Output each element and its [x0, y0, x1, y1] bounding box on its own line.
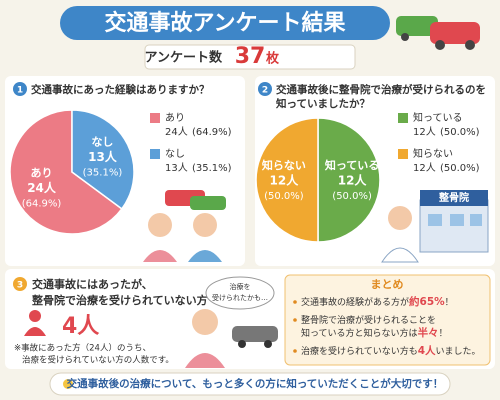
summary-text: 交通事故の経験がある方が [301, 296, 409, 308]
slice-value: 12人 [338, 173, 368, 188]
legend-value: 12人 [413, 162, 436, 174]
legend-percent: (50.0%) [440, 163, 480, 174]
bubble-text: 治療を [230, 282, 251, 291]
footer: 交通事故後の治療について、もっと多くの方に知っていただくことが大切です！ [67, 377, 444, 390]
bullet [293, 318, 297, 322]
car-icon [396, 16, 480, 50]
pie-slice [255, 117, 319, 243]
slice-name: なし [91, 136, 113, 149]
legend-name: 知っている [413, 111, 463, 124]
summary-text: 知っている方と知らない方は [301, 327, 418, 339]
bubble-text: 受けられたかも… [212, 293, 268, 302]
count-label: 4人 [62, 314, 99, 339]
legend-swatch [398, 113, 408, 123]
footer-box [49, 372, 451, 396]
summary-line: 治療を受けられていない方も4人いました。 [301, 344, 481, 357]
clinic-illustration [381, 190, 489, 263]
chart-title: 交通事故後に整骨院で治療が受けられるのを [276, 83, 486, 96]
legend-percent: (35.1%) [192, 163, 232, 174]
survey-box [144, 44, 356, 70]
survey-label: アンケート数 [145, 50, 223, 66]
badge-number: 3 [17, 281, 23, 291]
summary-text: 治療を受けられていない方も [301, 345, 418, 357]
survey-count: 37 [235, 44, 266, 69]
legend-value: 24人 [165, 126, 188, 138]
legend-value: 12人 [413, 126, 436, 138]
pie-slice [9, 109, 123, 235]
slice-name: あり [31, 166, 53, 179]
slice-value: 12人 [270, 173, 300, 188]
summary-line: 整骨院で治療が受けられることを [301, 314, 436, 326]
section-title: 交通事故にはあったが、 [32, 277, 153, 291]
chart-title: 知っていましたか？ [276, 97, 370, 110]
slice-name: 知っている [324, 158, 379, 172]
badge [13, 277, 27, 291]
note: 治療を受けられていない方の人数です。 [22, 355, 174, 366]
slice-value: 13人 [88, 149, 118, 164]
summary-line: 交通事故の経験がある方が約65%！ [301, 295, 454, 308]
legend-name: あり [165, 112, 185, 124]
bullet [293, 300, 297, 304]
bulb-icon [63, 379, 73, 389]
speech-bubble [205, 276, 275, 310]
pie-slice [317, 117, 381, 243]
pie-slice [71, 109, 135, 210]
summary-text: 約65% [409, 295, 445, 308]
chart-title: 交通事故にあった経験はありますか？ [31, 83, 210, 96]
title-banner [60, 6, 390, 40]
legend-value: 13人 [165, 162, 188, 174]
bullet [293, 349, 297, 353]
legend-percent: (50.0%) [440, 127, 480, 138]
summary-text: 整骨院で治療が受けられることを [301, 314, 436, 326]
summary-text: 4人 [418, 344, 436, 357]
clinic-sign: 整骨院 [438, 191, 469, 204]
summary-line: 知っている方と知らない方は半々！ [301, 326, 448, 339]
summary-title: まとめ [371, 278, 404, 291]
legend-name: なし [165, 148, 185, 160]
summary-list: 交通事故の経験がある方が約65%！整骨院で治療が受けられることを知っている方と知… [293, 295, 481, 357]
slice-name: 知らない [261, 158, 306, 172]
legend-percent: (64.9%) [192, 127, 232, 138]
summary-text: ！ [445, 297, 454, 308]
legend-swatch [150, 149, 160, 159]
badge [258, 82, 272, 96]
badge-number: 2 [262, 86, 268, 96]
slice-percent: (35.1%) [83, 168, 123, 179]
legend-swatch [150, 113, 160, 123]
badge [13, 82, 27, 96]
section-title: 整骨院で治療を受けられていない方 [31, 293, 208, 307]
legend-name: 知らない [413, 147, 453, 160]
summary-text: いました。 [436, 346, 481, 357]
slice-percent: (50.0%) [332, 191, 372, 202]
person-icon [24, 310, 46, 336]
note: ※事故にあった方（24人）のうち、 [14, 343, 151, 354]
slice-percent: (50.0%) [264, 191, 304, 202]
summary-text: ！ [439, 328, 448, 339]
legend-swatch [398, 149, 408, 159]
badge-number: 1 [17, 86, 23, 96]
summary-box [284, 274, 491, 366]
woman-illustration [185, 309, 278, 368]
title: 交通事故アンケート結果 [104, 10, 345, 36]
summary-text: 半々 [418, 326, 439, 339]
people-illustration [143, 190, 226, 262]
survey-unit: 枚 [266, 51, 280, 67]
slice-percent: (64.9%) [22, 198, 62, 209]
slice-value: 24人 [27, 180, 57, 195]
